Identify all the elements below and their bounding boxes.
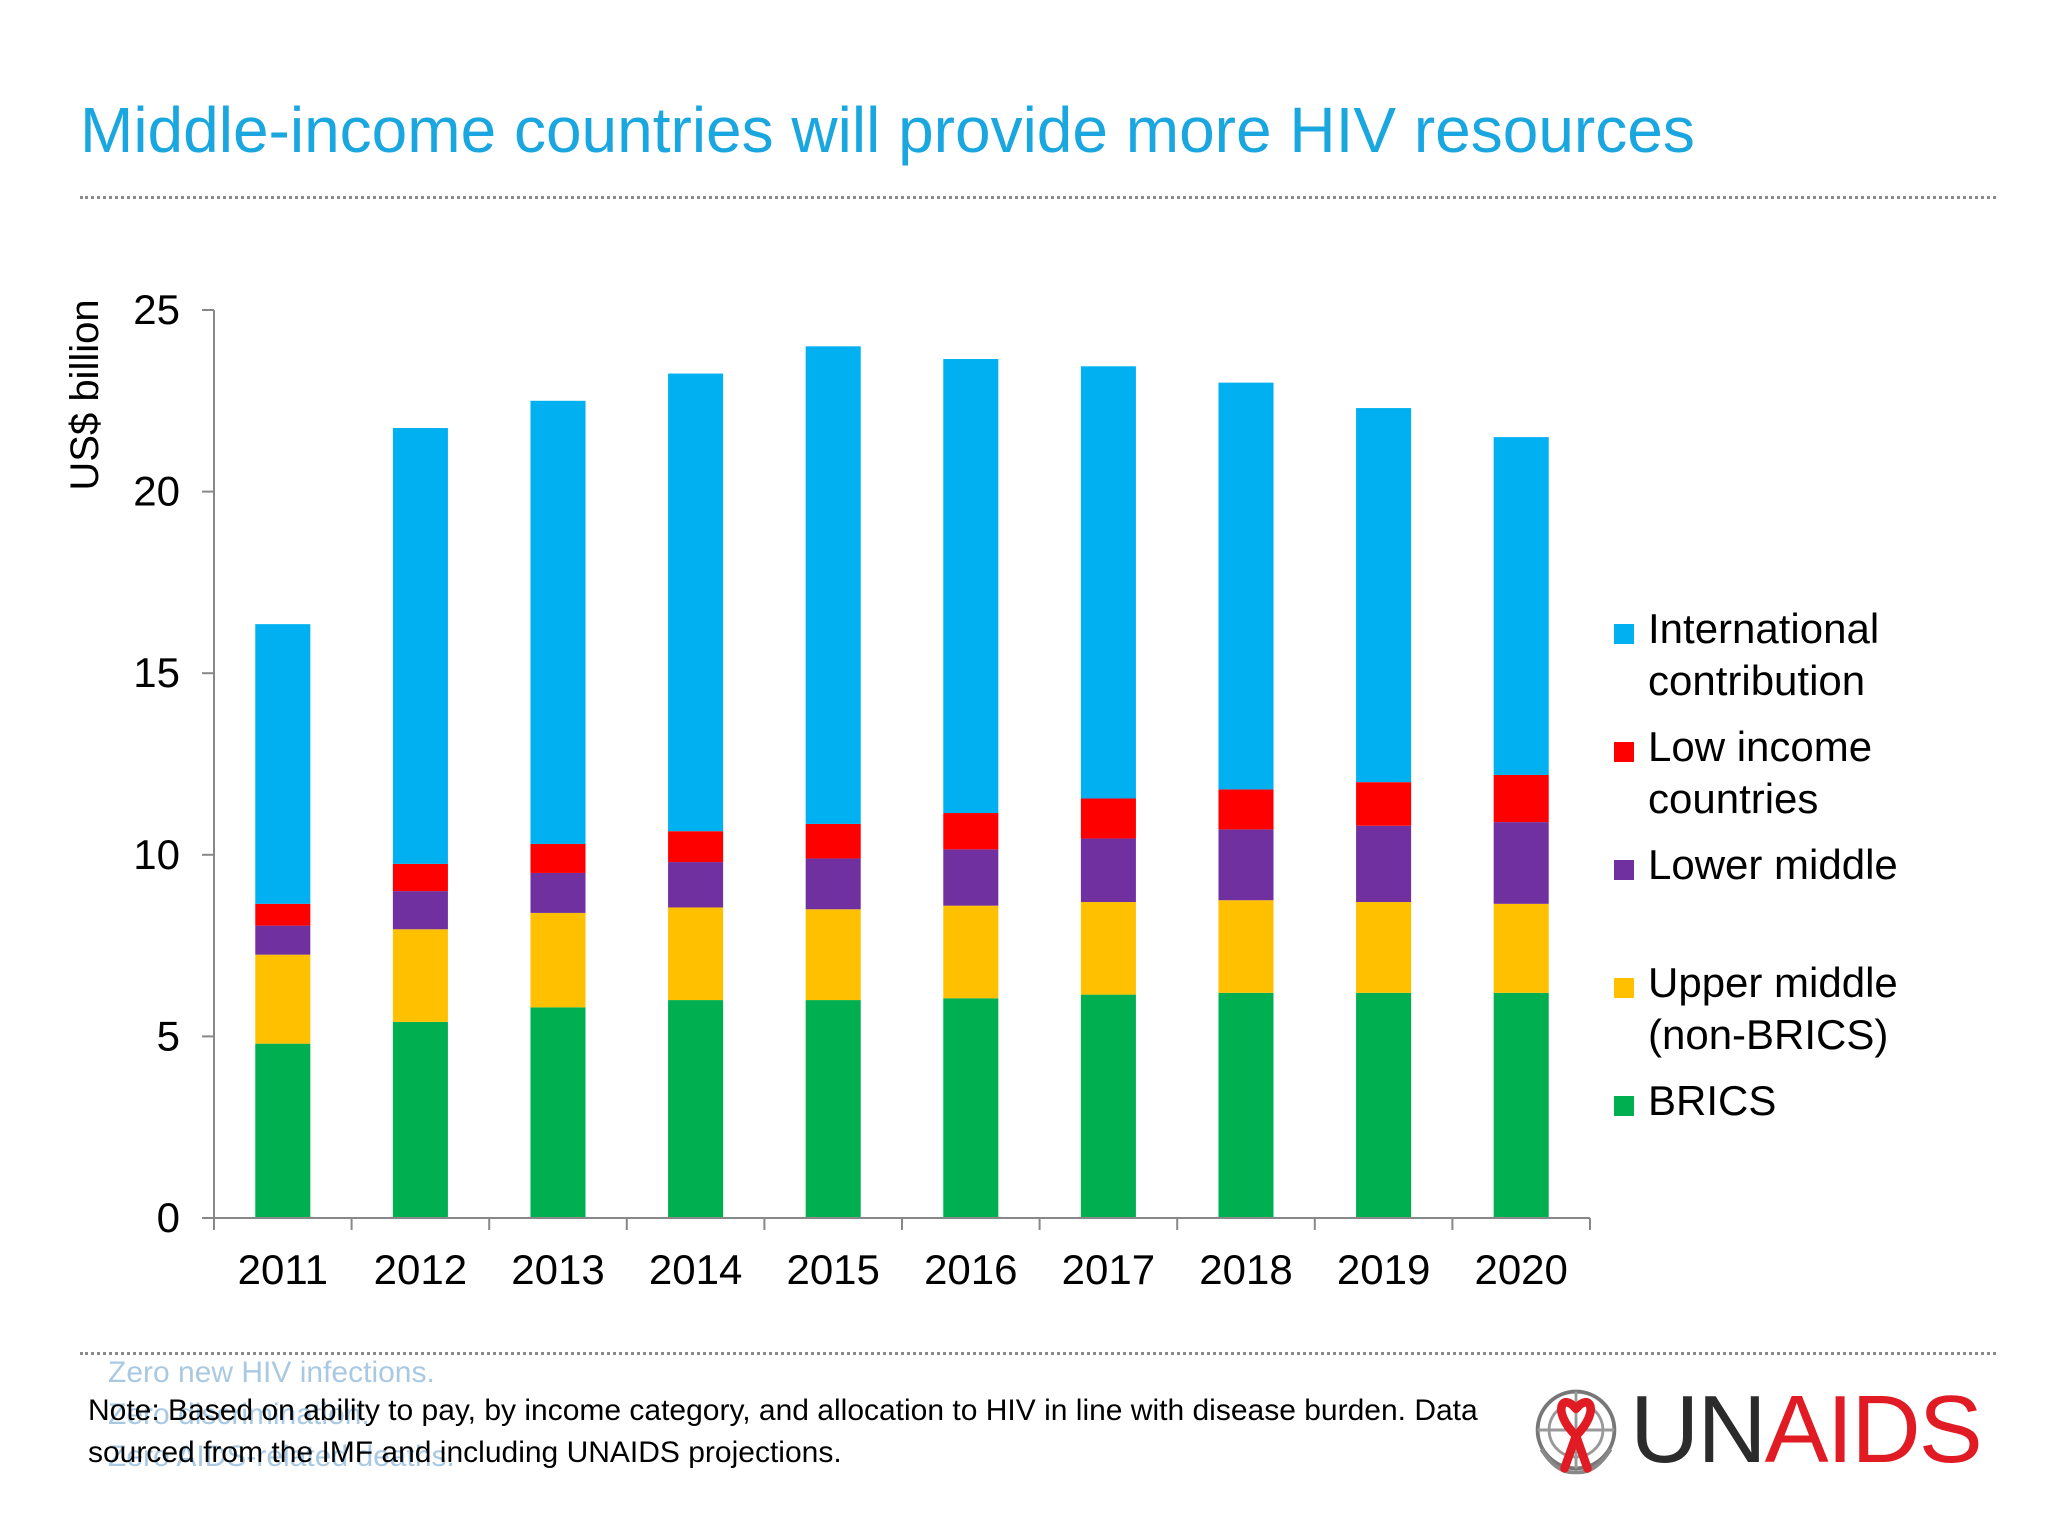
tagline-line-3: Zero AIDS-related deaths.: [108, 1440, 455, 1473]
bar-2018-international-contribution: [1218, 382, 1274, 790]
bar-2012-upper-middle-non-brics: [392, 929, 448, 1022]
un-emblem-red-ribbon-icon: [1535, 1389, 1617, 1475]
bar-2020-low-income-countries: [1493, 774, 1549, 823]
bar-2018-low-income-countries: [1218, 789, 1274, 830]
bar-2013-lower-middle: [530, 872, 586, 913]
bottom-divider: [80, 1352, 1996, 1355]
slide-title: Middle-income countries will provide mor…: [80, 94, 1695, 166]
legend-label: Low income: [1648, 723, 1872, 770]
bar-2011-brics: [255, 1043, 311, 1218]
chart-axes: 2011 2012 2013 2014 2015 2016 2017 2018 2019 2020…: [63, 286, 1591, 1293]
bar-2011-lower-middle: [255, 925, 311, 955]
bar-2015-low-income-countries: [805, 823, 861, 859]
legend-label: International: [1648, 605, 1879, 652]
bar-2011-international-contribution: [255, 624, 311, 904]
bar-2014-lower-middle: [668, 862, 724, 908]
legend-label: Upper middle: [1648, 959, 1898, 1006]
chart-bars: [255, 346, 1549, 1218]
legend-label: (non-BRICS): [1648, 1011, 1888, 1058]
legend-swatch: [1614, 742, 1634, 762]
bar-2020-brics: [1493, 992, 1549, 1218]
x-tick-label: 2015: [786, 1246, 879, 1293]
bar-2014-international-contribution: [668, 373, 724, 832]
bar-2011-upper-middle-non-brics: [255, 954, 311, 1044]
legend-label: contribution: [1648, 657, 1865, 704]
bar-2016-international-contribution: [943, 359, 999, 814]
logo-text-aids: AIDS: [1764, 1376, 1983, 1483]
bar-2012-low-income-countries: [392, 863, 448, 892]
bar-2019-brics: [1356, 992, 1412, 1218]
bar-2015-international-contribution: [805, 346, 861, 824]
x-tick-label: 2019: [1337, 1246, 1430, 1293]
y-tick-label: 15: [133, 649, 180, 696]
bar-2012-brics: [392, 1021, 448, 1218]
bar-2013-brics: [530, 1007, 586, 1218]
bar-2017-low-income-countries: [1080, 798, 1136, 839]
x-tick-label: 2014: [649, 1246, 742, 1293]
x-tick-label: 2016: [924, 1246, 1017, 1293]
tagline-line-2: Zero discrimination.: [108, 1398, 370, 1431]
x-tick-label: 2020: [1474, 1246, 1567, 1293]
logo-wordmark: UNAIDS: [1630, 1382, 1983, 1478]
bar-2019-international-contribution: [1356, 408, 1412, 783]
bar-2018-brics: [1218, 992, 1274, 1218]
bar-2012-international-contribution: [392, 428, 448, 864]
bar-2013-low-income-countries: [530, 843, 586, 873]
bar-2017-international-contribution: [1080, 366, 1136, 799]
legend-label: Lower middle: [1648, 841, 1898, 888]
bar-2016-brics: [943, 998, 999, 1218]
top-divider: [80, 196, 1996, 199]
x-tick-label: 2012: [374, 1246, 467, 1293]
footnote: Note: Based on ability to pay, by income…: [88, 1394, 1478, 1469]
x-tick-label: 2017: [1062, 1246, 1155, 1293]
bar-2011-low-income-countries: [255, 903, 311, 926]
legend-label: countries: [1648, 775, 1818, 822]
x-tick-label: 2011: [238, 1246, 328, 1293]
bar-2019-lower-middle: [1356, 825, 1412, 903]
bar-2019-low-income-countries: [1356, 782, 1412, 826]
y-tick-label: 25: [133, 286, 180, 333]
y-tick-label: 0: [157, 1194, 180, 1241]
x-tick-label: 2018: [1199, 1246, 1292, 1293]
tagline-line-1: Zero new HIV infections.: [108, 1356, 435, 1389]
bar-2020-lower-middle: [1493, 822, 1549, 904]
bar-2016-low-income-countries: [943, 813, 999, 850]
y-tick-label: 5: [157, 1012, 180, 1059]
y-tick-label: 20: [133, 468, 180, 515]
bar-2018-upper-middle-non-brics: [1218, 900, 1274, 993]
bar-2020-upper-middle-non-brics: [1493, 903, 1549, 993]
legend-swatch: [1614, 624, 1634, 644]
bar-2017-brics: [1080, 994, 1136, 1218]
bar-2014-upper-middle-non-brics: [668, 907, 724, 1001]
chart-legend: International contribution Low income count…: [1614, 605, 1898, 1124]
bar-2015-brics: [805, 1000, 861, 1218]
bar-2013-upper-middle-non-brics: [530, 912, 586, 1008]
bar-2016-upper-middle-non-brics: [943, 905, 999, 999]
bar-2015-upper-middle-non-brics: [805, 909, 861, 1001]
legend-swatch: [1614, 860, 1634, 880]
bar-2018-lower-middle: [1218, 829, 1274, 901]
legend-swatch: [1614, 978, 1634, 998]
bar-2014-low-income-countries: [668, 831, 724, 863]
bar-2019-upper-middle-non-brics: [1356, 902, 1412, 993]
unaids-logo: UNAIDS: [1528, 1375, 1983, 1485]
y-axis-label: US$ billion: [63, 299, 107, 490]
bar-2020-international-contribution: [1493, 437, 1549, 775]
x-tick-label: 2013: [511, 1246, 604, 1293]
bar-2013-international-contribution: [530, 400, 586, 844]
bar-2017-upper-middle-non-brics: [1080, 902, 1136, 995]
bar-2014-brics: [668, 1000, 724, 1218]
legend-label: BRICS: [1648, 1077, 1776, 1124]
logo-text-un: UN: [1630, 1376, 1767, 1483]
bar-2017-lower-middle: [1080, 838, 1136, 903]
bar-2016-lower-middle: [943, 849, 999, 906]
legend-swatch: [1614, 1096, 1634, 1116]
stacked-bar-chart: 2011 2012 2013 2014 2015 2016 2017 2018 2019 2020…: [63, 286, 1898, 1293]
bar-2012-lower-middle: [392, 891, 448, 930]
y-tick-label: 10: [133, 831, 180, 878]
bar-2015-lower-middle: [805, 858, 861, 910]
